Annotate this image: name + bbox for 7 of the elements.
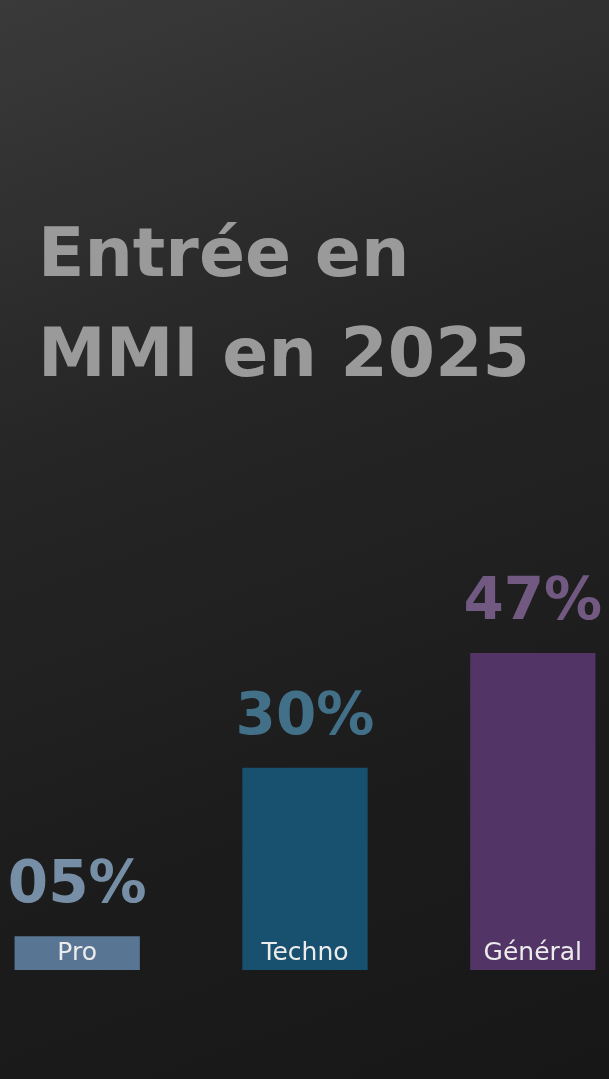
data-label: 05%	[7, 848, 147, 917]
x-tick-label: Pro	[57, 937, 98, 966]
chart-title: Entrée en MMI en 2025	[38, 213, 530, 392]
x-tick-label: Général	[483, 937, 583, 966]
data-label: 47%	[463, 565, 603, 633]
x-tick-label: Techno	[260, 937, 349, 966]
data-label: 30%	[235, 679, 375, 748]
